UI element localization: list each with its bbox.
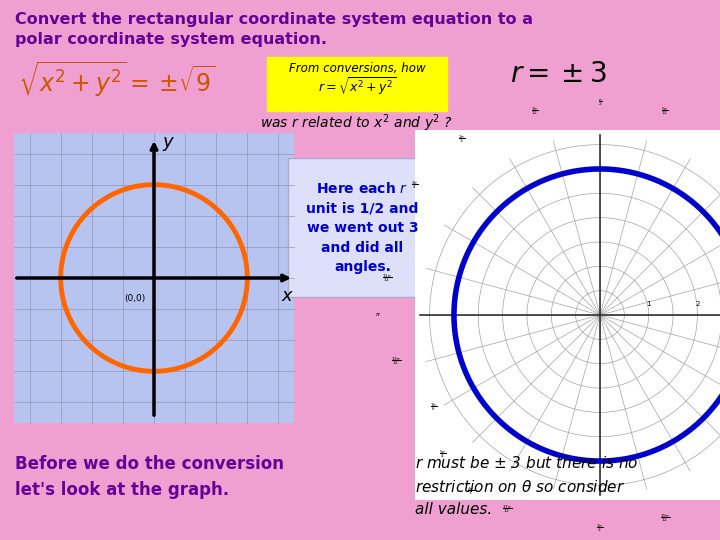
- Text: $\frac{\pi}{2}$: $\frac{\pi}{2}$: [598, 97, 603, 107]
- FancyBboxPatch shape: [267, 57, 447, 111]
- Text: $\pi$: $\pi$: [375, 312, 381, 319]
- Text: $\frac{2\pi}{3}$: $\frac{2\pi}{3}$: [457, 133, 465, 145]
- Text: $\frac{4\pi}{3}$: $\frac{4\pi}{3}$: [467, 485, 474, 497]
- Text: $\frac{11\pi}{12}$: $\frac{11\pi}{12}$: [382, 272, 392, 284]
- Text: $\frac{17\pi}{12}$: $\frac{17\pi}{12}$: [503, 503, 513, 515]
- Text: $\frac{7\pi}{6}$: $\frac{7\pi}{6}$: [430, 402, 437, 414]
- Text: Convert the rectangular coordinate system equation to a: Convert the rectangular coordinate syste…: [15, 12, 533, 27]
- Text: From conversions, how: From conversions, how: [289, 62, 426, 75]
- FancyBboxPatch shape: [415, 130, 720, 500]
- Text: $\frac{13\pi}{12}$: $\frac{13\pi}{12}$: [392, 355, 402, 367]
- Text: $\frac{3\pi}{2}$: $\frac{3\pi}{2}$: [596, 522, 604, 534]
- Text: was $r$ related to $x^2$ and $y^2$ ?: was $r$ related to $x^2$ and $y^2$ ?: [261, 112, 454, 133]
- Text: $\frac{3\pi}{4}$: $\frac{3\pi}{4}$: [411, 179, 419, 192]
- Text: $y$: $y$: [162, 135, 175, 153]
- Text: Here each $r$
unit is 1/2 and
we went out 3
and did all
angles.: Here each $r$ unit is 1/2 and we went ou…: [306, 181, 419, 274]
- Text: $x$: $x$: [281, 287, 294, 305]
- FancyBboxPatch shape: [14, 133, 294, 423]
- FancyBboxPatch shape: [288, 158, 437, 297]
- Text: $\sqrt{x^2 + y^2} = \pm\!\sqrt{9}$: $\sqrt{x^2 + y^2} = \pm\!\sqrt{9}$: [18, 60, 215, 100]
- Text: (0,0): (0,0): [125, 294, 146, 302]
- Text: polar coordinate system equation.: polar coordinate system equation.: [15, 32, 327, 47]
- Text: $\frac{7\pi}{12}$: $\frac{7\pi}{12}$: [531, 105, 539, 118]
- Text: 1: 1: [647, 301, 651, 307]
- Text: $r = \pm 3$: $r = \pm 3$: [510, 60, 607, 88]
- Text: $\frac{19\pi}{12}$: $\frac{19\pi}{12}$: [660, 512, 670, 524]
- Text: $\frac{5\pi}{12}$: $\frac{5\pi}{12}$: [661, 105, 669, 118]
- Text: $\frac{5\pi}{4}$: $\frac{5\pi}{4}$: [439, 448, 446, 460]
- Text: $r$ must be $\pm$ 3 but there is no
restriction on $\theta$ so consider
all valu: $r$ must be $\pm$ 3 but there is no rest…: [415, 455, 639, 517]
- Text: Before we do the conversion
let's look at the graph.: Before we do the conversion let's look a…: [15, 455, 284, 500]
- Text: $r = \sqrt{x^2 + y^2}$: $r = \sqrt{x^2 + y^2}$: [318, 76, 396, 98]
- Text: 2: 2: [696, 301, 700, 307]
